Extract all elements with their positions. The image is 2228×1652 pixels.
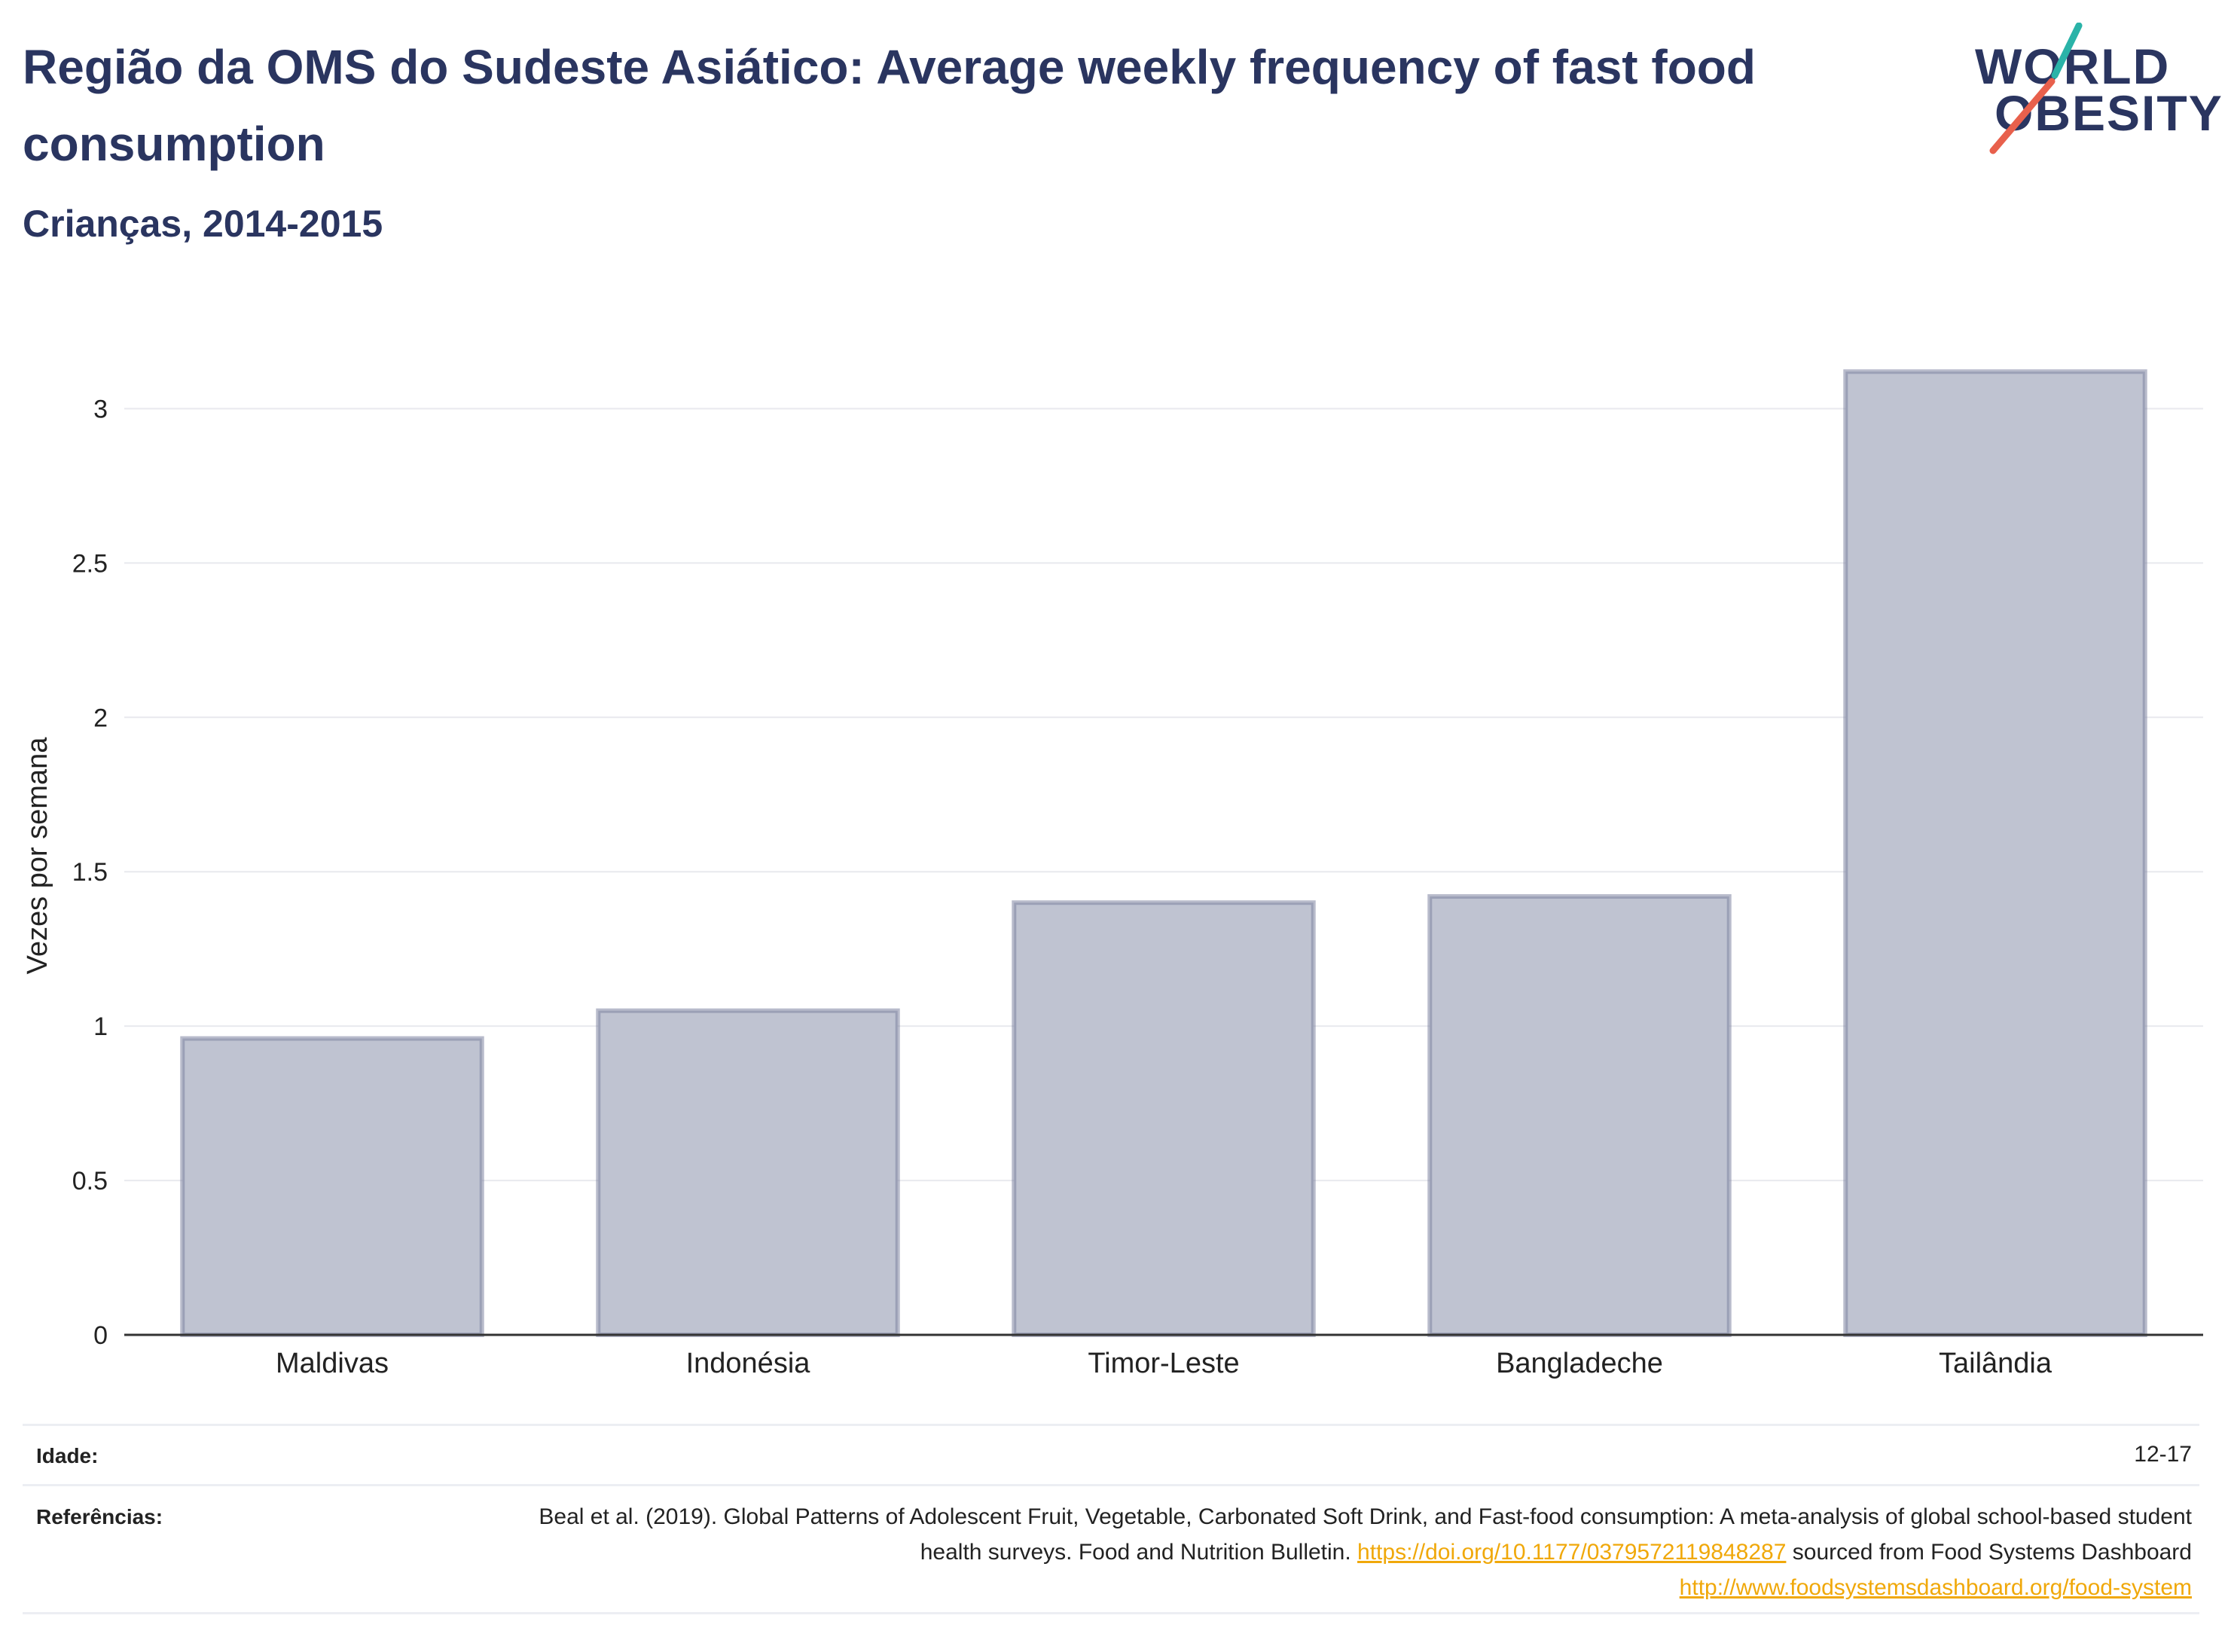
x-tick-labels: Maldivas Indonésia Timor-Leste Bangladeche T… [276, 1348, 2053, 1379]
footer-divider-bottom [23, 1612, 2199, 1614]
bar-timor-leste [1012, 900, 1316, 1337]
chart-title: Região da OMS do Sudeste Asiático: Avera… [23, 40, 1756, 171]
world-obesity-logo: WORLD OBESITY [1958, 23, 2222, 158]
y-tick-label: 0.5 [72, 1167, 108, 1195]
bars [180, 369, 2147, 1338]
doi-link[interactable]: https://doi.org/10.1177/0379572119848287 [1357, 1540, 1787, 1565]
logo-slash-icon [1989, 23, 2083, 154]
y-tick-label: 1 [93, 1012, 108, 1041]
footer-divider-top [23, 1424, 2199, 1426]
y-tick-label: 0 [93, 1321, 108, 1350]
references-text: Beal et al. (2019). Global Patterns of A… [535, 1499, 2192, 1605]
references-row: Referências: Beal et al. (2019). Global … [23, 1484, 2199, 1612]
references-label: Referências: [36, 1505, 163, 1528]
bar-maldivas [180, 1036, 484, 1337]
ref-text-1: Beal et al. (2019). Global Patterns of A… [539, 1504, 2192, 1565]
bar-bangladeche [1427, 894, 1732, 1337]
age-value: 12-17 [2134, 1442, 2192, 1467]
y-tick-label: 2.5 [72, 549, 108, 578]
y-axis-label: Vezes por semana [22, 737, 53, 975]
footer-divider-mid [23, 1484, 2199, 1486]
y-tick-label: 3 [93, 395, 108, 423]
food-systems-link[interactable]: http://www.foodsystemsdashboard.org/food… [1679, 1575, 2192, 1600]
bar-chart: 0 0.5 1 1.5 2 2.5 3 Maldivas Indonésia Timor-Les… [22, 369, 2203, 1379]
bar-tail-ndia [1843, 369, 2147, 1337]
age-label: Idade: [36, 1444, 99, 1467]
x-tick-label: Tailândia [1939, 1348, 2053, 1379]
chart-subtitle: Crianças, 2014-2015 [23, 203, 383, 245]
x-tick-label: Maldivas [276, 1348, 389, 1379]
age-row: Idade: 12-17 [23, 1424, 2199, 1484]
y-tick-label: 1.5 [72, 858, 108, 887]
logo-line-2: OBESITY [1995, 85, 2223, 141]
x-tick-label: Timor-Leste [1088, 1348, 1239, 1379]
x-tick-label: Bangladeche [1496, 1348, 1663, 1379]
bar-indon-sia [596, 1008, 900, 1338]
ref-text-2: sourced from Food Systems Dashboard [1786, 1540, 2192, 1565]
x-tick-label: Indonésia [686, 1348, 811, 1379]
y-tick-labels: 0 0.5 1 1.5 2 2.5 3 [72, 395, 108, 1350]
y-tick-label: 2 [93, 704, 108, 732]
